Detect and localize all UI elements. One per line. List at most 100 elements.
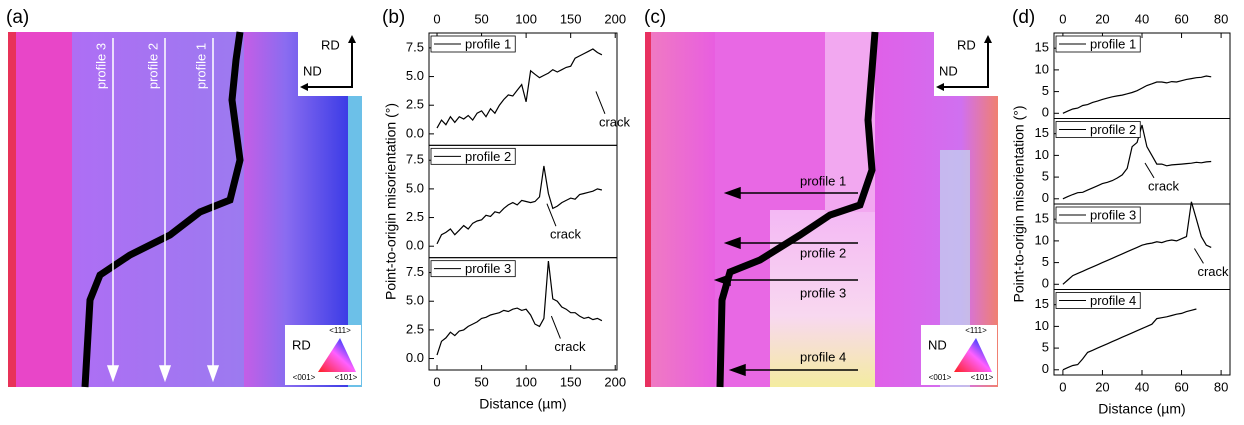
x-tick-label: 40 [1135, 11, 1149, 26]
subplot-frame [428, 257, 618, 371]
ipf-triangle [318, 338, 356, 372]
y-tick-label: 10 [1035, 61, 1049, 76]
axis-name: RD [957, 37, 976, 52]
y-tick-label: 5 [1042, 169, 1049, 184]
legend-label: profile 2 [465, 149, 511, 164]
x-tick-label: 80 [1214, 11, 1228, 26]
y-tick-label: 5 [1042, 340, 1049, 355]
y-tick-label: 2.5 [406, 321, 424, 336]
grain [8, 32, 72, 387]
annotation: crack [1148, 178, 1180, 193]
y-tick-label: 5.0 [406, 293, 424, 308]
pole-label: <101> [335, 373, 358, 382]
annotation-arrow [550, 315, 561, 339]
arrowhead [713, 273, 731, 287]
y-tick-label: 7.5 [406, 39, 424, 54]
axis-name: RD [321, 37, 340, 52]
map-c: profile 1 profile 2 profile 3 profile 4 … [645, 31, 998, 388]
x-tick-label: 0 [433, 374, 440, 389]
y-tick-label: 10 [1035, 318, 1049, 333]
arrowhead [158, 365, 172, 383]
y-tick-label: 10 [1035, 147, 1049, 162]
arrowhead [348, 35, 356, 43]
crack [81, 31, 244, 388]
arrowhead [300, 83, 308, 91]
legend-box [430, 35, 516, 53]
profile-label: profile 1 [800, 173, 846, 188]
profile-line [436, 165, 603, 245]
legend-box [430, 260, 516, 278]
grain [645, 32, 651, 387]
y-tick-label: 5 [1042, 83, 1049, 98]
subplot-frame [1053, 289, 1231, 376]
panel-label: (c) [644, 7, 666, 28]
profile-line [1062, 75, 1212, 114]
x-tick-label: 80 [1214, 379, 1228, 394]
y-tick-label: 15 [1035, 296, 1049, 311]
grain [348, 32, 362, 387]
legend-box [1055, 35, 1141, 53]
arrowhead [206, 365, 220, 383]
pole-label: <001> [929, 373, 952, 382]
ipf-triangle [954, 338, 992, 372]
annotation: crack [1197, 264, 1229, 279]
profile-line [1062, 124, 1212, 200]
annotation-arrow [595, 91, 606, 115]
x-tick-label: 150 [560, 11, 582, 26]
x-axis-label: Distance (µm) [1098, 401, 1185, 417]
ipf-legend [921, 325, 997, 385]
y-tick-label: 2.5 [406, 209, 424, 224]
axes-arrows [306, 41, 353, 88]
x-tick-label: 0 [433, 11, 440, 26]
arrowhead [723, 236, 741, 250]
y-tick-label: 7.5 [406, 264, 424, 279]
x-tick-label: 20 [1095, 379, 1109, 394]
arrowhead [936, 83, 944, 91]
arrowhead [728, 363, 746, 377]
annotation: crack [599, 114, 631, 129]
axis-name: ND [939, 63, 958, 78]
grain [8, 32, 16, 387]
legend-box [1055, 206, 1141, 224]
profile-label: profile 3 [93, 43, 108, 89]
annotation-arrow [1144, 162, 1155, 179]
profile-line [1062, 308, 1197, 371]
profile-label: profile 1 [193, 43, 208, 89]
x-tick-label: 0 [1059, 379, 1066, 394]
annotation-arrow [546, 203, 557, 227]
y-tick-label: 15 [1035, 40, 1049, 55]
profile-label: profile 2 [800, 245, 846, 260]
y-tick-label: 0 [1042, 105, 1049, 120]
x-tick-label: 20 [1095, 11, 1109, 26]
legend-label: profile 3 [465, 261, 511, 276]
profile-line [1062, 201, 1212, 285]
x-tick-label: 60 [1174, 379, 1188, 394]
ipf-direction: RD [292, 337, 311, 352]
pole-label: <101> [971, 373, 994, 382]
panel-label: (d) [1012, 7, 1035, 28]
x-tick-label: 40 [1135, 379, 1149, 394]
y-tick-label: 0.0 [406, 350, 424, 365]
y-tick-label: 0.0 [406, 125, 424, 140]
map-a: profile 3 profile 2 profile 1 RD ND RD <… [8, 31, 362, 388]
arrowhead [984, 35, 992, 43]
annotation-arrow [1194, 248, 1204, 264]
x-tick-label: 200 [604, 374, 626, 389]
x-tick-label: 100 [515, 374, 537, 389]
profile-label: profile 4 [800, 349, 846, 364]
legend-label: profile 4 [1090, 293, 1136, 308]
arrowhead [723, 186, 741, 200]
x-tick-label: 60 [1174, 11, 1188, 26]
profile-label: profile 3 [800, 285, 846, 300]
y-tick-label: 0 [1042, 276, 1049, 291]
y-tick-label: 0 [1042, 361, 1049, 376]
y-tick-label: 0.0 [406, 238, 424, 253]
profile-label: profile 2 [145, 43, 160, 89]
grain [645, 32, 715, 387]
y-tick-label: 5.0 [406, 68, 424, 83]
y-tick-label: 15 [1035, 125, 1049, 140]
panel-label: (a) [6, 7, 29, 28]
profile-line [436, 48, 603, 129]
y-axis-label: Point-to-origin misorientation (°) [1011, 105, 1027, 302]
